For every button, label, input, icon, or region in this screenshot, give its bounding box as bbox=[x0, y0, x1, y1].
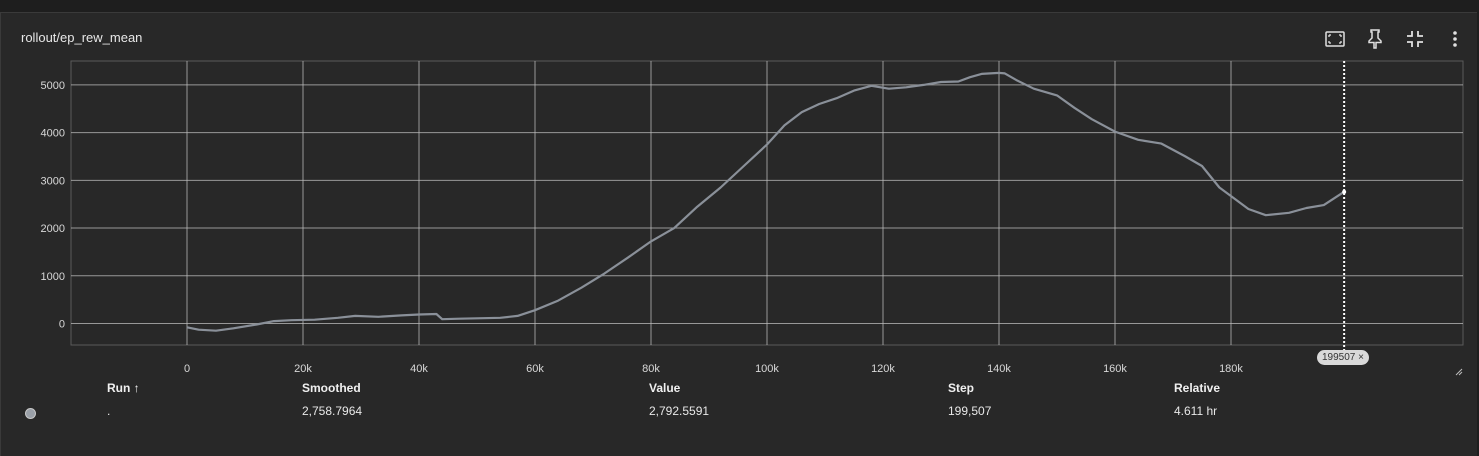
chip-close-icon[interactable]: × bbox=[1358, 352, 1364, 363]
pin-icon bbox=[1368, 29, 1382, 49]
x-tick-label: 0 bbox=[184, 363, 190, 375]
x-tick-label: 20k bbox=[294, 363, 312, 375]
collapse-icon bbox=[1407, 31, 1423, 47]
y-tick-label: 3000 bbox=[41, 175, 65, 187]
x-tick-label: 100k bbox=[755, 363, 779, 375]
resize-handle[interactable] bbox=[1455, 368, 1463, 376]
card-title: rollout/ep_rew_mean bbox=[21, 30, 143, 45]
step-cursor[interactable] bbox=[1342, 61, 1347, 351]
x-tick-label: 120k bbox=[871, 363, 895, 375]
x-tick-label: 80k bbox=[642, 363, 660, 375]
header-value: Value bbox=[649, 381, 681, 395]
cell-run: . bbox=[107, 404, 111, 418]
pin-button[interactable] bbox=[1363, 27, 1387, 51]
header-step: Step bbox=[948, 381, 975, 395]
fit-domain-button[interactable] bbox=[1323, 27, 1347, 51]
fit-domain-icon bbox=[1325, 31, 1345, 47]
header-run[interactable]: Run ↑ bbox=[107, 381, 140, 395]
series-line bbox=[186, 71, 1345, 332]
step-chip-label: 199507 bbox=[1322, 352, 1356, 363]
y-tick-label: 4000 bbox=[41, 128, 65, 140]
x-tick-label: 140k bbox=[987, 363, 1011, 375]
y-tick-label: 2000 bbox=[41, 223, 65, 235]
x-tick-label: 160k bbox=[1103, 363, 1127, 375]
chart-axes: 0 20k 40k 60k 80k 100k 120k 140k 160k 180k 0 1000 20… bbox=[41, 80, 1244, 375]
cell-smoothed: 2,758.7964 bbox=[302, 404, 363, 418]
cursor-point bbox=[1342, 189, 1347, 194]
chart-card: rollout/ep_rew_mean 0 20k 40k 60k 80k 100k 120… bbox=[0, 12, 1477, 456]
cell-step: 199,507 bbox=[948, 404, 992, 418]
run-color-dot bbox=[25, 408, 36, 419]
line-chart[interactable]: 0 20k 40k 60k 80k 100k 120k 140k 160k 180k 0 1000 20… bbox=[1, 13, 1478, 393]
cell-value: 2,792.5591 bbox=[649, 404, 710, 418]
chart-series bbox=[186, 71, 1345, 332]
chart-grid bbox=[70, 60, 1464, 346]
x-tick-label: 180k bbox=[1219, 363, 1243, 375]
y-tick-label: 5000 bbox=[41, 80, 65, 92]
x-tick-label: 40k bbox=[410, 363, 428, 375]
x-tick-label: 60k bbox=[526, 363, 544, 375]
step-chip[interactable]: 199507 × bbox=[1317, 350, 1369, 365]
y-tick-label: 1000 bbox=[41, 271, 65, 283]
header-smoothed: Smoothed bbox=[302, 381, 361, 395]
more-options-button[interactable] bbox=[1443, 27, 1467, 51]
y-tick-label: 0 bbox=[59, 319, 65, 331]
cell-relative: 4.611 hr bbox=[1174, 404, 1218, 418]
collapse-button[interactable] bbox=[1403, 27, 1427, 51]
header-relative: Relative bbox=[1174, 381, 1221, 395]
more-vert-icon bbox=[1453, 31, 1457, 47]
